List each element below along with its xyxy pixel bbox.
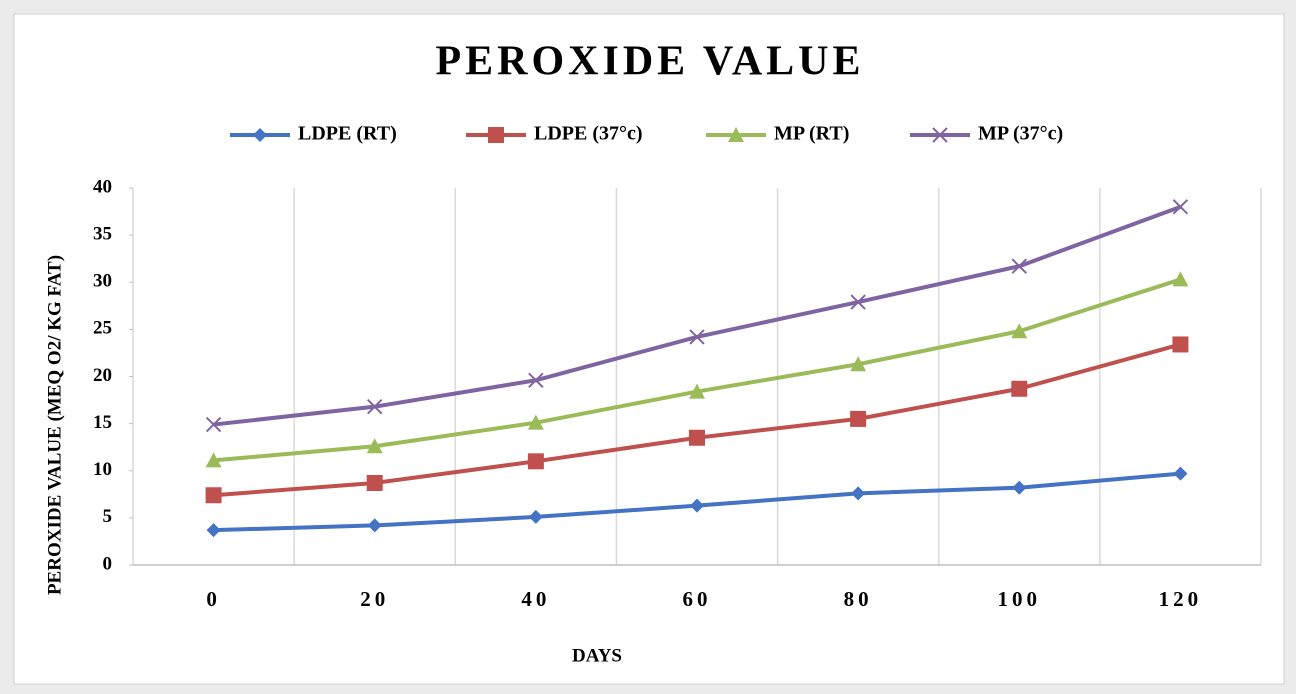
data-point [1173, 466, 1188, 481]
x-tick-label: 0 [206, 587, 221, 611]
data-point [1011, 323, 1028, 339]
x-tick-label: 60 [683, 587, 712, 611]
data-point [850, 356, 867, 372]
x-tick-label: 100 [998, 587, 1042, 611]
y-tick-label: 5 [103, 506, 113, 527]
data-point [690, 498, 704, 513]
data-point [527, 414, 544, 430]
data-point [851, 486, 866, 501]
legend-marker [728, 127, 744, 142]
y-tick-label: 25 [93, 318, 112, 339]
y-axis-label: PEROXIDE VALUE (MEQ O2/ KG FAT) [44, 255, 65, 595]
data-point [367, 398, 383, 415]
data-point [689, 383, 705, 399]
data-point [689, 429, 705, 446]
data-point [205, 452, 222, 468]
legend-marker [932, 127, 948, 143]
data-point [528, 509, 543, 524]
x-tick-label: 80 [844, 587, 873, 611]
x-tick-label: 120 [1159, 587, 1203, 611]
x-tick-label: 20 [360, 587, 389, 611]
y-tick-label: 20 [93, 365, 112, 386]
data-point [1172, 336, 1189, 353]
data-point [850, 294, 866, 310]
y-tick-label: 35 [93, 223, 112, 244]
data-point [850, 410, 867, 427]
data-point [1011, 380, 1028, 397]
x-tick-label: 40 [521, 587, 550, 611]
legend-marker [253, 128, 267, 142]
legend-label: LDPE (RT) [298, 123, 397, 145]
data-point [205, 416, 222, 433]
data-point [367, 518, 382, 533]
chart-title: PEROXIDE VALUE [435, 39, 864, 85]
legend-label: LDPE (37°c) [534, 123, 643, 145]
y-tick-label: 30 [93, 271, 112, 292]
data-point [206, 523, 221, 538]
legend-marker [488, 127, 504, 143]
x-axis-label: DAYS [572, 645, 622, 666]
data-point [1011, 258, 1027, 274]
data-point [1172, 271, 1189, 287]
data-point [205, 487, 222, 504]
y-tick-label: 0 [103, 553, 113, 574]
y-tick-label: 15 [93, 412, 112, 433]
y-tick-label: 10 [93, 459, 112, 480]
y-tick-label: 40 [93, 176, 112, 197]
data-point [527, 453, 544, 470]
data-point [1012, 480, 1027, 495]
data-point [689, 329, 705, 345]
data-point [366, 438, 383, 454]
data-point [366, 475, 383, 492]
data-point [1172, 199, 1189, 215]
legend-label: MP (37°c) [978, 123, 1063, 145]
legend-label: MP (RT) [774, 123, 849, 145]
data-point [528, 372, 544, 388]
